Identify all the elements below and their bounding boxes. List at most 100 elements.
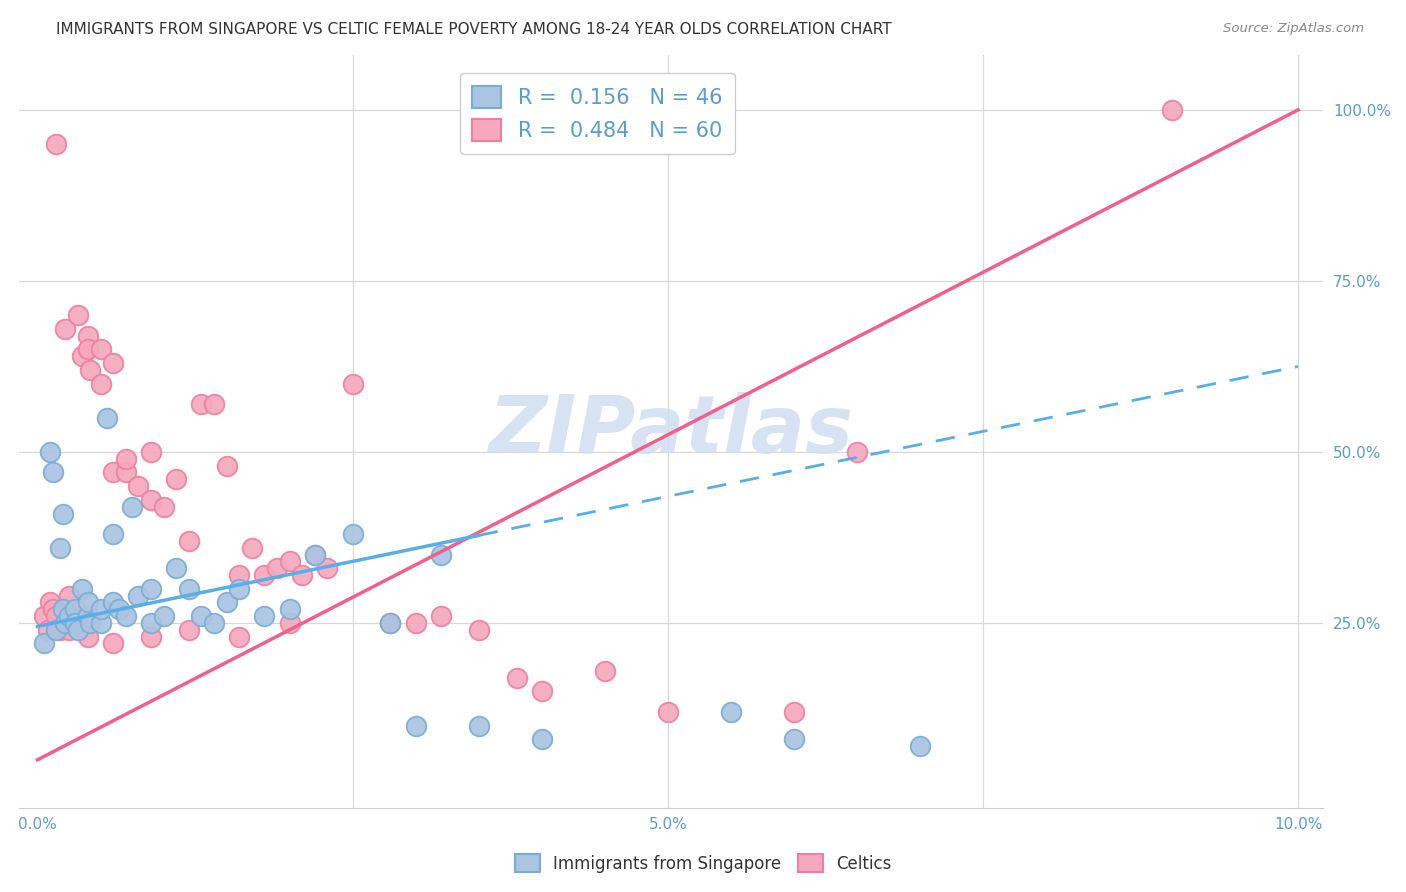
Point (49, 623, 72, 637)
Point (202, 397, 225, 411)
Point (177, 533, 200, 548)
Point (101, 527, 124, 541)
Point (215, 458, 238, 473)
Point (291, 568, 314, 582)
Point (908, 739, 931, 753)
Point (52, 609, 75, 624)
Point (152, 500, 174, 514)
Point (66, 623, 89, 637)
Point (70, 349, 93, 363)
Text: ZIPatlas: ZIPatlas (488, 392, 853, 470)
Point (39, 595, 62, 609)
Point (45, 137, 67, 152)
Point (127, 589, 149, 603)
Point (316, 561, 339, 575)
Point (215, 595, 238, 609)
Point (228, 630, 250, 644)
Point (49, 541, 72, 555)
Point (165, 561, 187, 575)
Point (53, 322, 76, 336)
Point (65, 615, 87, 630)
Point (45, 609, 67, 624)
Point (114, 609, 136, 624)
Point (58, 609, 80, 624)
Point (65, 609, 87, 624)
Point (1161, 103, 1184, 117)
Point (127, 479, 149, 493)
Point (45, 623, 67, 637)
Legend: R =  0.156   N = 46, R =  0.484   N = 60: R = 0.156 N = 46, R = 0.484 N = 60 (460, 73, 735, 154)
Point (101, 595, 124, 609)
Point (89, 615, 111, 630)
Point (101, 636, 124, 650)
Point (342, 376, 364, 391)
Point (177, 623, 200, 637)
Point (139, 492, 162, 507)
Point (405, 615, 427, 630)
Point (89, 602, 111, 616)
Point (139, 615, 162, 630)
Point (177, 582, 200, 596)
Point (77, 328, 100, 343)
Point (467, 623, 489, 637)
Point (114, 466, 136, 480)
Point (139, 445, 162, 459)
Point (139, 630, 162, 644)
Point (52, 602, 75, 616)
Point (77, 595, 100, 609)
Point (720, 705, 742, 719)
Point (530, 684, 553, 698)
Point (32, 609, 55, 624)
Point (139, 582, 162, 596)
Point (505, 671, 527, 685)
Point (101, 356, 124, 370)
Point (202, 615, 225, 630)
Point (152, 609, 174, 624)
Point (77, 630, 100, 644)
Point (41, 466, 63, 480)
Point (41, 602, 63, 616)
Point (783, 705, 806, 719)
Point (39, 445, 62, 459)
Point (70, 582, 93, 596)
Point (430, 548, 453, 562)
Point (32, 636, 55, 650)
Point (89, 343, 111, 357)
Point (253, 568, 276, 582)
Point (52, 602, 75, 616)
Point (65, 615, 87, 630)
Point (96, 410, 118, 425)
Point (278, 602, 301, 616)
Point (266, 561, 288, 575)
Point (380, 615, 402, 630)
Legend: Immigrants from Singapore, Celtics: Immigrants from Singapore, Celtics (508, 847, 898, 880)
Point (53, 615, 76, 630)
Point (66, 308, 89, 322)
Point (405, 718, 427, 732)
Point (77, 343, 100, 357)
Point (228, 582, 250, 596)
Point (278, 615, 301, 630)
Point (190, 397, 212, 411)
Point (467, 718, 489, 732)
Point (89, 376, 111, 391)
Point (240, 541, 263, 555)
Point (121, 500, 143, 514)
Point (79, 363, 101, 377)
Point (342, 527, 364, 541)
Point (430, 609, 453, 624)
Point (77, 609, 100, 624)
Point (37, 623, 59, 637)
Point (108, 602, 131, 616)
Point (304, 548, 326, 562)
Point (58, 623, 80, 637)
Point (278, 554, 301, 568)
Point (593, 664, 616, 678)
Point (79, 615, 101, 630)
Point (657, 705, 679, 719)
Point (52, 507, 75, 521)
Point (304, 548, 326, 562)
Point (165, 472, 187, 486)
Text: Source: ZipAtlas.com: Source: ZipAtlas.com (1223, 22, 1364, 36)
Point (190, 609, 212, 624)
